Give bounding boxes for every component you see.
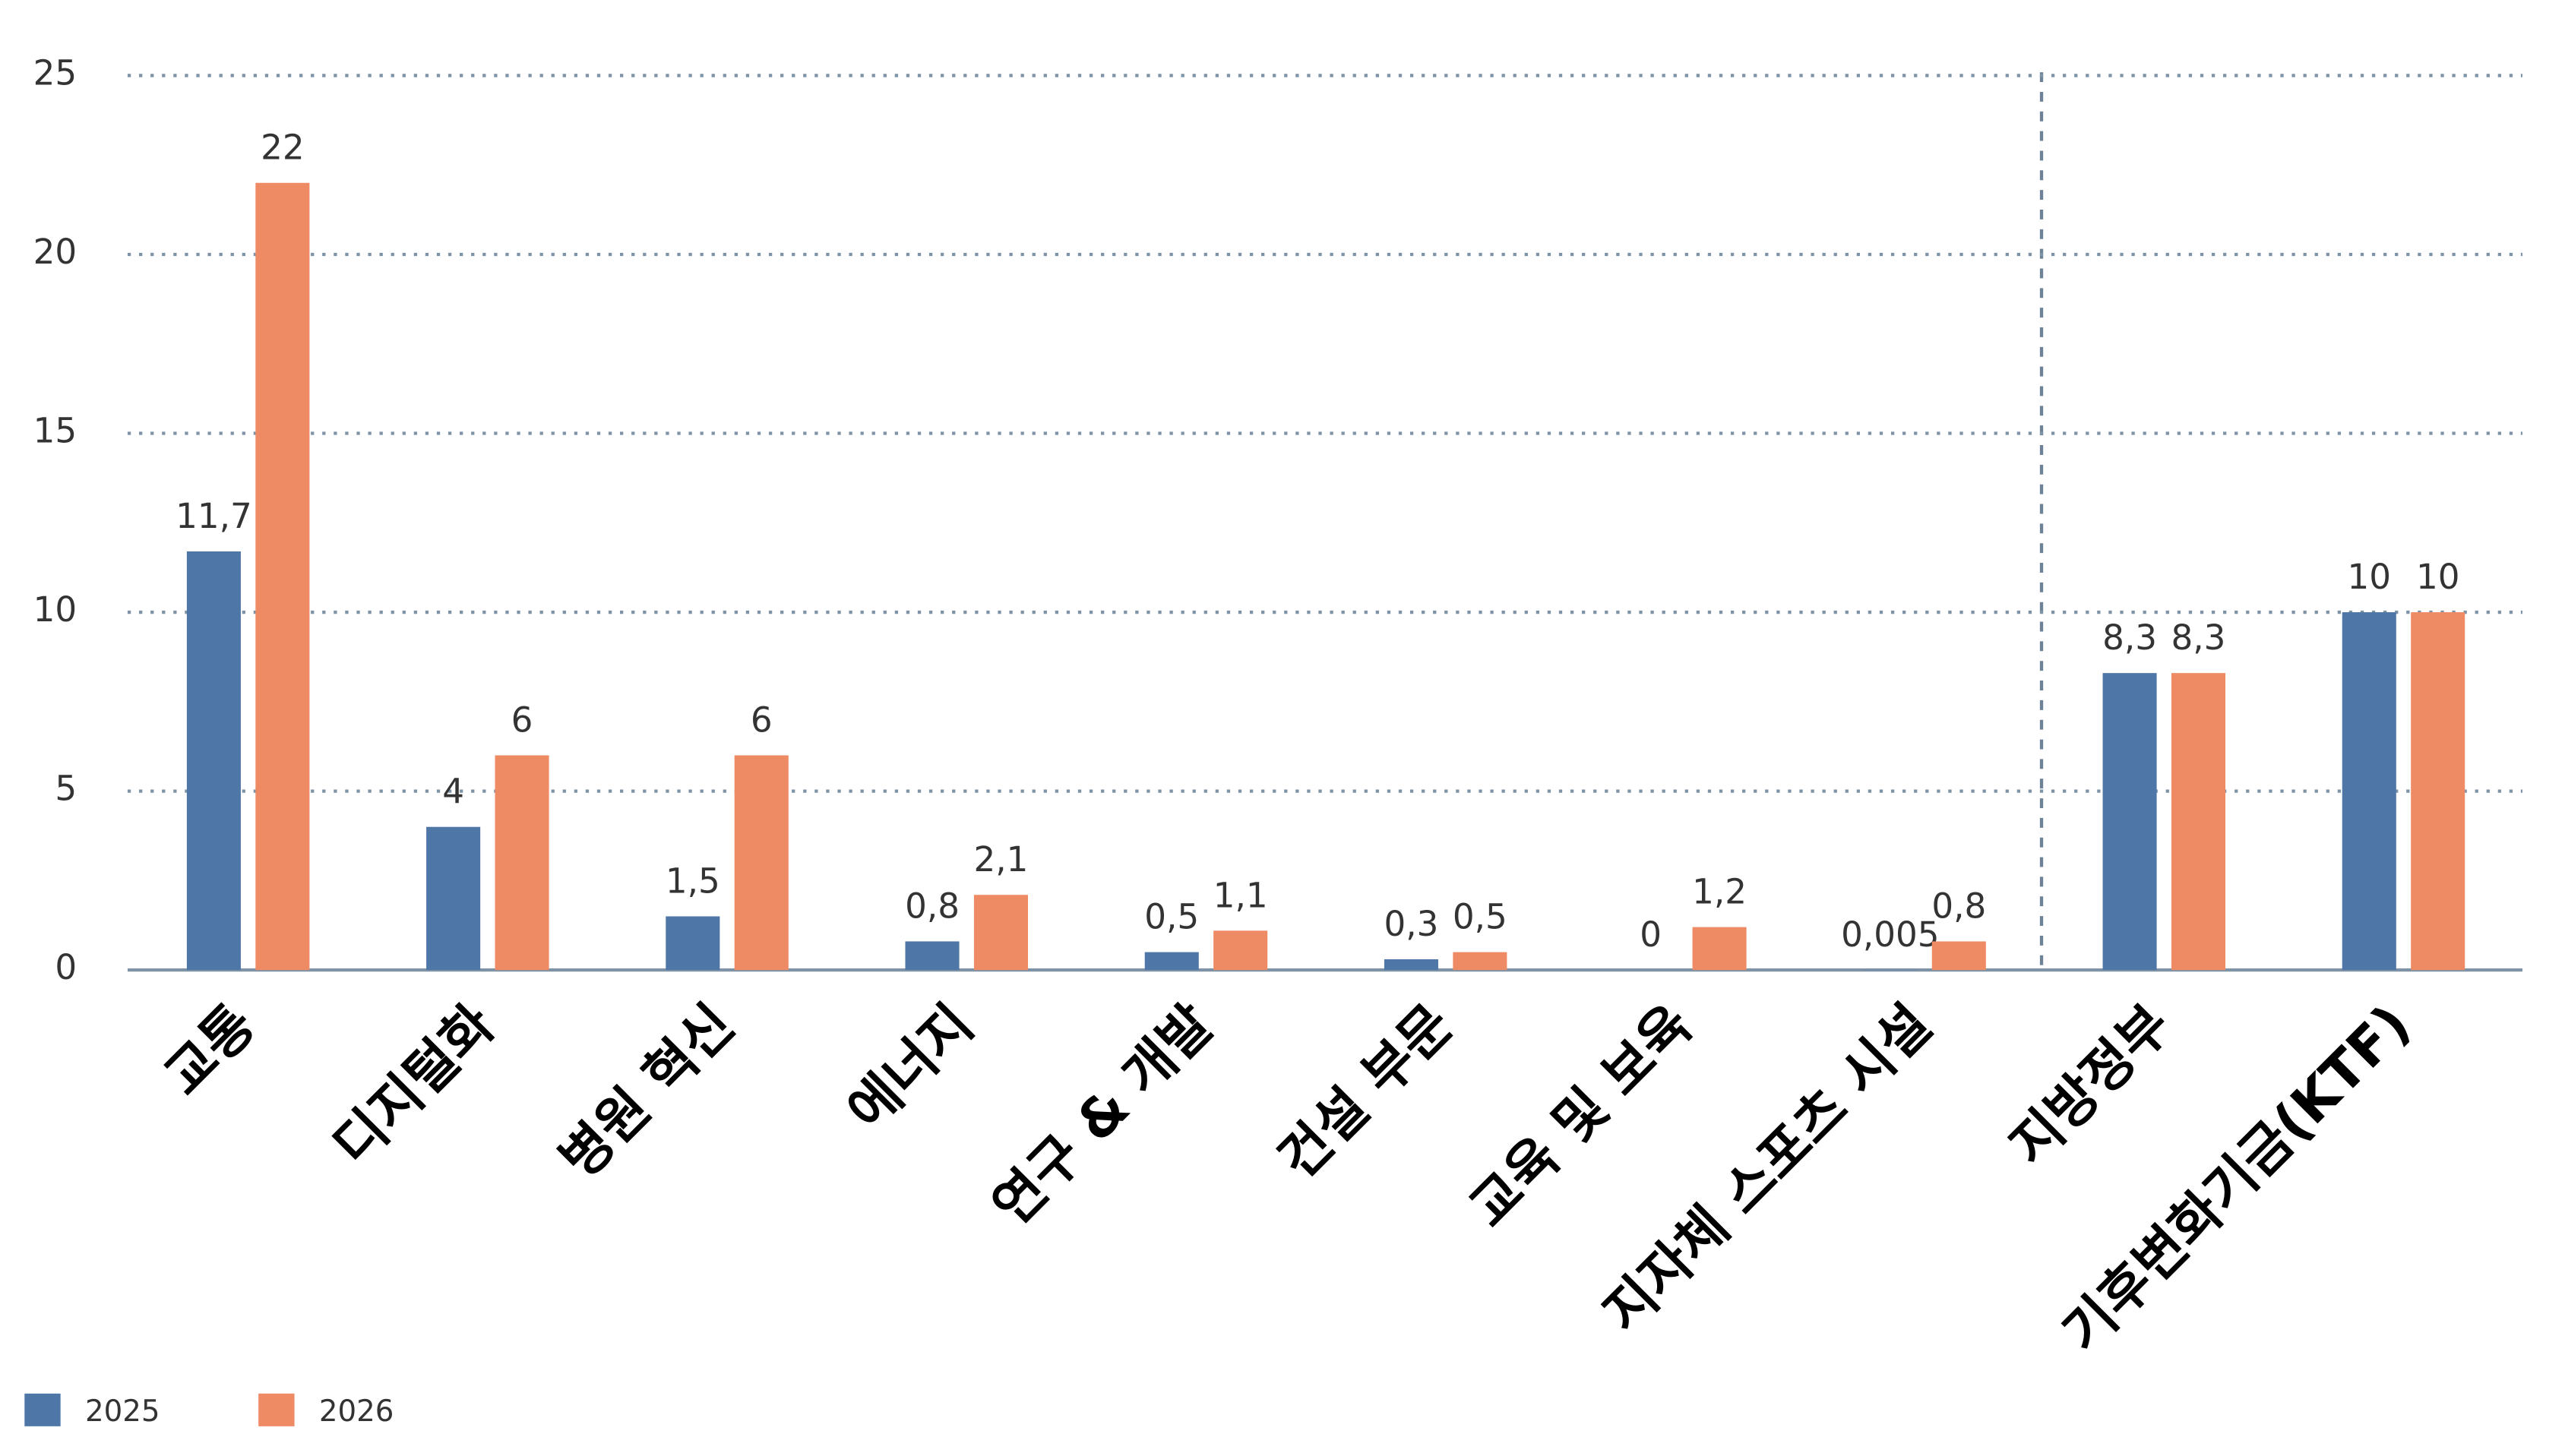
value-label: 22 [261,128,305,168]
y-tick-label: 15 [33,411,77,451]
value-label: 10 [2348,557,2392,597]
value-label: 8,3 [2102,617,2157,658]
bar [255,182,310,971]
bar [2171,673,2226,971]
legend-swatch [258,1393,295,1426]
y-tick-label: 0 [55,947,77,987]
legend-swatch [24,1393,61,1426]
value-label: 0 [1640,914,1662,955]
value-label: 1,1 [1213,875,1268,915]
y-tick-label: 20 [33,232,77,272]
value-label: 1,2 [1692,872,1747,912]
bar [734,755,789,971]
value-label: 6 [511,700,533,740]
bar [2411,612,2465,971]
bar [905,941,960,971]
value-label: 1,5 [666,861,720,901]
bar [1213,930,1268,971]
bar [973,895,1028,971]
y-tick-label: 10 [33,589,77,630]
x-tick-label: 교통 [152,993,267,1107]
bar [666,916,720,971]
bar [186,551,241,971]
value-label: 8,3 [2171,617,2226,658]
value-label: 0,8 [905,886,960,926]
value-label: 2,1 [974,839,1029,880]
bar [426,826,481,971]
y-tick-label: 5 [55,769,77,809]
value-label: 10 [2416,557,2460,597]
bar [1453,952,1507,971]
x-tick-label: 에너지 [836,993,985,1142]
bar [1692,927,1747,971]
bar [2102,673,2157,971]
value-label: 6 [751,700,773,740]
value-label: 4 [442,772,464,812]
y-tick-label: 25 [33,52,77,93]
legend-label: 2026 [319,1394,394,1429]
value-label: 0,5 [1144,897,1199,937]
value-label: 11,7 [176,496,252,536]
bar [1931,941,1986,971]
bar [1144,952,1199,971]
x-tick-label: 연구 & 개발 [980,993,1225,1237]
value-label: 0,005 [1841,914,1939,955]
value-label: 0,8 [1931,886,1986,926]
x-tick-label: 병원 혁신 [548,993,746,1191]
x-tick-label: 건설 부문 [1266,993,1464,1191]
bar [2342,612,2396,971]
bar [495,755,549,971]
x-tick-label: 교육 및 보육 [1457,993,1704,1240]
value-label: 0,5 [1453,897,1507,937]
legend-label: 2025 [85,1394,160,1429]
value-label: 0,3 [1384,904,1439,944]
x-tick-label: 지방정부 [1997,993,2183,1178]
bar [1384,959,1438,971]
x-tick-label: 디지털화 [321,993,507,1178]
